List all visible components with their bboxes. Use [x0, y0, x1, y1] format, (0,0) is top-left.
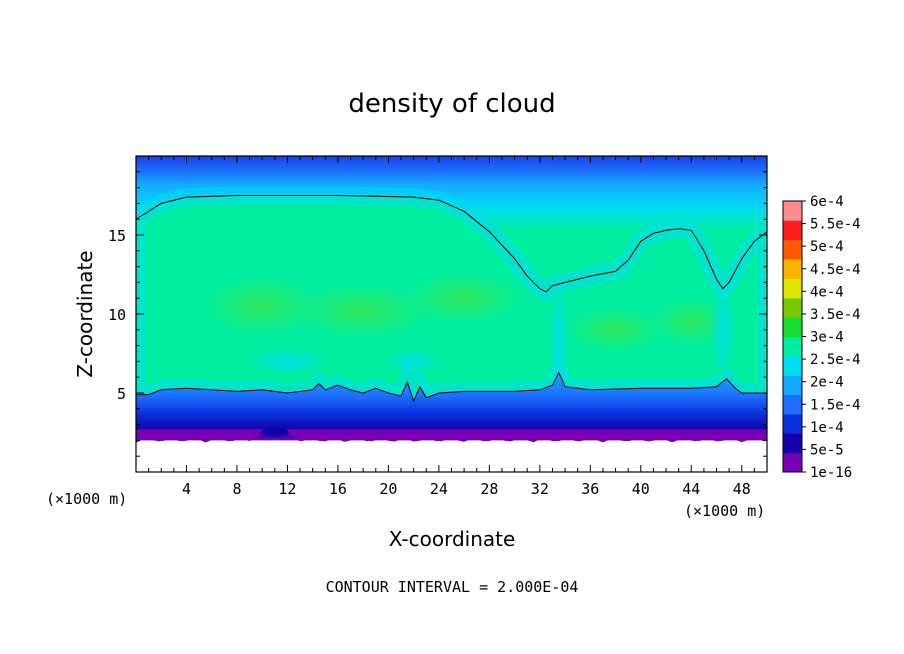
x-tick-label-44: 44: [682, 480, 700, 498]
colorbar-band-9: [783, 278, 802, 299]
colorbar-band-3: [783, 394, 802, 415]
field-no-cloud-area: [136, 440, 767, 472]
x-tick-label-20: 20: [379, 480, 397, 498]
chart-title: density of cloud: [348, 89, 555, 119]
colorbar-band-2: [783, 413, 802, 434]
colorbar-band-6: [783, 336, 802, 357]
x-tick-label-16: 16: [329, 480, 347, 498]
green-highlight-1: [293, 282, 434, 339]
cyan-streak-1: [710, 279, 735, 380]
colorbar-label-3: 1.5e-4: [810, 397, 861, 413]
contour-line-1: [136, 371, 767, 403]
green-highlight-3: [565, 307, 666, 352]
x-tick-label-32: 32: [531, 480, 549, 498]
colorbar-band-12: [783, 220, 802, 241]
x-tick-label-8: 8: [232, 480, 241, 498]
colorbar-label-7: 3.5e-4: [810, 307, 861, 323]
contour-interval-note: CONTOUR INTERVAL = 2.000E-04: [326, 578, 579, 596]
plot-field: [136, 156, 767, 472]
y-tick-label-10: 10: [108, 306, 126, 324]
x-unit-label-right: (×1000 m): [684, 502, 765, 520]
colorbar-band-8: [783, 297, 802, 318]
y-tick-label-15: 15: [108, 227, 126, 245]
green-highlight-0: [202, 276, 323, 337]
colorbar-label-1: 5e-5: [810, 442, 844, 458]
colorbar-label-0: 1e-16: [810, 465, 852, 481]
colorbar-band-10: [783, 259, 802, 279]
colorbar-band-0: [783, 452, 802, 473]
colorbar-label-8: 4e-4: [810, 284, 844, 300]
x-tick-label-24: 24: [430, 480, 448, 498]
field-dark-blob: [260, 427, 289, 438]
x-tick-label-48: 48: [733, 480, 751, 498]
colorbar-band-1: [783, 433, 802, 454]
x-tick-label-12: 12: [278, 480, 296, 498]
colorbar-label-5: 2.5e-4: [810, 352, 861, 368]
colorbar-label-2: 1e-4: [810, 420, 844, 436]
x-tick-label-36: 36: [581, 480, 599, 498]
green-highlight-2: [404, 272, 525, 325]
x-unit-label-left: (×1000 m): [46, 490, 127, 508]
field-surface-purple: [136, 429, 767, 443]
cyan-streak-3: [383, 349, 444, 374]
colorbar-label-11: 5.5e-4: [810, 217, 861, 233]
x-axis-title: X-coordinate: [389, 527, 516, 551]
colorbar-label-4: 2e-4: [810, 375, 844, 391]
cyan-streak-2: [247, 347, 328, 376]
x-tick-label-40: 40: [632, 480, 650, 498]
colorbar-band-7: [783, 317, 802, 337]
cyan-streak-0: [548, 277, 569, 398]
colorbar-label-6: 3e-4: [810, 330, 844, 346]
colorbar-band-13: [783, 201, 802, 221]
colorbar-band-4: [783, 375, 802, 396]
colorbar-label-10: 5e-4: [810, 239, 844, 255]
colorbar: 1e-16 5e-5 1e-4 1.5e-4 2e-4 2.5e-4 3e-4 3.5e-4 4…: [782, 194, 861, 481]
x-tick-label-28: 28: [480, 480, 498, 498]
colorbar-label-12: 6e-4: [810, 194, 844, 210]
colorbar-label-9: 4.5e-4: [810, 262, 861, 278]
colorbar-band-11: [783, 239, 802, 260]
contour-line-0: [136, 195, 767, 293]
field-top-dip: [419, 156, 660, 226]
x-tick-label-4: 4: [182, 480, 191, 498]
colorbar-band-5: [783, 355, 802, 376]
y-tick-label-5: 5: [117, 385, 126, 403]
y-axis-title: Z-coordinate: [73, 250, 97, 377]
